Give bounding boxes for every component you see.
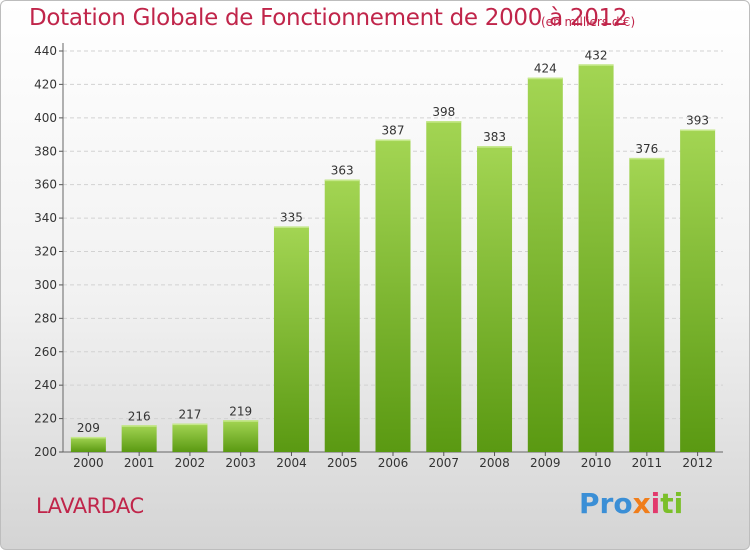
bar (477, 146, 513, 453)
bar (426, 121, 462, 453)
x-tick-label: 2007 (428, 456, 459, 470)
value-label: 387 (382, 124, 405, 138)
brand-part: x (632, 487, 651, 520)
y-tick-label: 220 (34, 412, 57, 426)
x-tick-label: 2000 (73, 456, 104, 470)
y-tick-label: 420 (34, 77, 57, 91)
brand-part: i (650, 487, 661, 520)
brand-part: ti (660, 487, 684, 520)
bar (273, 226, 309, 452)
x-tick-label: 2012 (682, 456, 713, 470)
y-tick-label: 200 (34, 445, 57, 459)
bar-top-highlight (172, 423, 208, 426)
bar-top-highlight (70, 436, 106, 439)
x-tick-label: 2006 (378, 456, 409, 470)
bar-top-highlight (375, 139, 411, 142)
brand-logo[interactable]: Proxiti (579, 487, 683, 520)
y-tick-label: 360 (34, 178, 57, 192)
value-label: 216 (128, 409, 151, 423)
bar (324, 179, 360, 452)
x-tick-label: 2008 (479, 456, 510, 470)
bar-top-highlight (426, 121, 462, 123)
chart-title: Dotation Globale de Fonctionnement de 20… (29, 5, 628, 31)
bar-top-highlight (324, 179, 360, 182)
y-tick-label: 260 (34, 345, 57, 359)
bar-top-highlight (121, 425, 157, 427)
value-label: 209 (77, 421, 100, 435)
value-label: 424 (534, 62, 557, 76)
x-tick-label: 2009 (530, 456, 561, 470)
bar-top-highlight (223, 420, 259, 422)
x-tick-label: 2003 (225, 456, 256, 470)
x-tick-label: 2011 (632, 456, 663, 470)
value-label: 363 (331, 164, 354, 178)
value-label: 219 (229, 404, 252, 418)
bar (70, 436, 106, 452)
value-label: 335 (280, 210, 303, 224)
y-tick-label: 440 (34, 44, 57, 58)
bar (680, 129, 716, 452)
x-tick-label: 2010 (581, 456, 612, 470)
x-tick-label: 2001 (124, 456, 155, 470)
y-tick-label: 280 (34, 311, 57, 325)
bar (121, 425, 157, 452)
value-label: 432 (585, 48, 608, 62)
y-tick-label: 400 (34, 111, 57, 125)
bar (375, 139, 411, 452)
bar-top-highlight (629, 157, 665, 160)
value-label: 217 (178, 408, 201, 422)
place-name: LAVARDAC (36, 494, 144, 518)
bar-top-highlight (578, 64, 614, 66)
bar (223, 420, 259, 452)
bar-top-highlight (680, 129, 716, 132)
value-label: 376 (635, 142, 658, 156)
x-tick-label: 2002 (175, 456, 206, 470)
y-tick-label: 320 (34, 245, 57, 259)
bar-layer (70, 64, 716, 453)
bar (172, 423, 208, 452)
bar-top-highlight (527, 77, 563, 80)
label-layer: 200 220 240 260 280 300 320 340 360 380 400 420 440 2… (34, 44, 713, 470)
y-tick-label: 340 (34, 211, 57, 225)
value-label: 398 (432, 105, 455, 119)
y-tick-label: 240 (34, 378, 57, 392)
brand-part: Pro (579, 487, 633, 520)
chart-unit: (en milliers d'€) (541, 15, 636, 29)
bar-top-highlight (273, 226, 309, 228)
y-tick-label: 300 (34, 278, 57, 292)
bar (629, 157, 665, 452)
bar-top-highlight (477, 146, 513, 148)
value-label: 383 (483, 130, 506, 144)
bar (578, 64, 614, 452)
x-tick-label: 2004 (276, 456, 307, 470)
bar (527, 77, 563, 452)
x-tick-label: 2005 (327, 456, 358, 470)
value-label: 393 (686, 114, 709, 128)
y-tick-label: 380 (34, 144, 57, 158)
